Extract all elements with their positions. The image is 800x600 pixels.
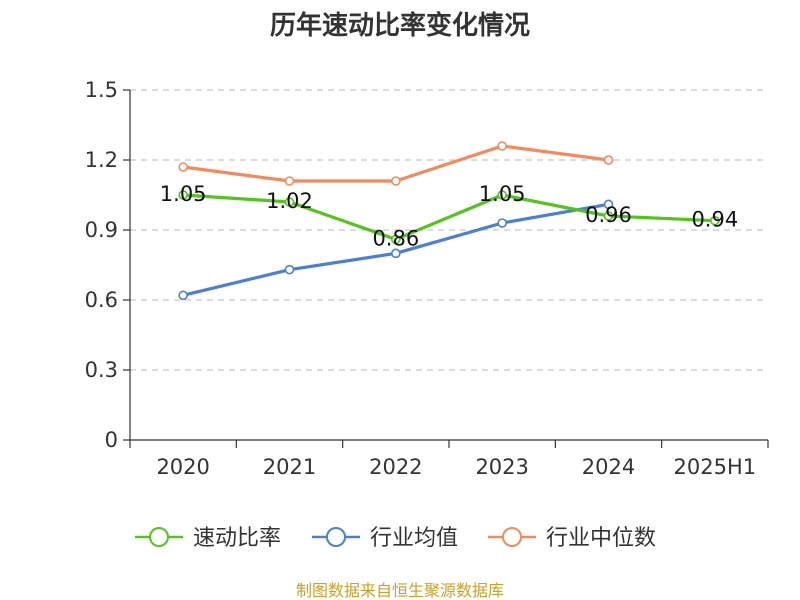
legend-label: 行业中位数 bbox=[546, 526, 656, 551]
data-point bbox=[178, 190, 188, 200]
series-points bbox=[178, 141, 720, 301]
chart-title: 历年速动比率变化情况 bbox=[270, 10, 530, 41]
data-point bbox=[178, 162, 188, 172]
series-lines bbox=[182, 144, 715, 297]
data-point bbox=[284, 264, 295, 275]
data-label: 1.05 bbox=[479, 182, 526, 206]
legend-marker bbox=[326, 527, 346, 547]
y-tick-label: 0 bbox=[105, 428, 118, 452]
y-tick-label: 1.2 bbox=[85, 148, 118, 172]
data-label: 0.86 bbox=[372, 226, 419, 250]
series-line bbox=[183, 193, 715, 241]
data-point bbox=[497, 190, 507, 200]
data-point bbox=[284, 197, 295, 207]
data-label: 0.96 bbox=[585, 203, 632, 227]
series-line bbox=[182, 144, 609, 183]
x-tick-label: 2020 bbox=[156, 455, 209, 479]
data-point bbox=[391, 234, 401, 245]
data-point bbox=[603, 199, 614, 210]
x-tick-label: 2021 bbox=[263, 455, 316, 479]
y-tick-label: 0.3 bbox=[85, 358, 118, 382]
legend-label: 速动比率 bbox=[193, 526, 281, 551]
data-label: 0.94 bbox=[691, 208, 738, 232]
legend-label: 行业均值 bbox=[370, 526, 458, 551]
gridlines bbox=[130, 89, 768, 371]
data-point bbox=[391, 176, 401, 186]
legend-marker bbox=[502, 527, 522, 547]
y-tick-label: 0.6 bbox=[85, 288, 118, 312]
data-point bbox=[603, 155, 614, 165]
x-tick-label: 2024 bbox=[582, 455, 635, 479]
legend-marker bbox=[149, 527, 169, 547]
data-label: 1.02 bbox=[266, 189, 313, 213]
x-tick-label: 2025H1 bbox=[674, 455, 757, 479]
y-tick-label: 0.9 bbox=[85, 218, 118, 242]
data-point bbox=[391, 248, 401, 259]
data-point bbox=[284, 176, 295, 186]
x-tick-label: 2022 bbox=[369, 455, 422, 479]
data-label: 1.05 bbox=[160, 182, 207, 206]
data-point bbox=[497, 218, 507, 228]
data-labels: 1.05 1.02 0.86 1.05 0.96 0.94 bbox=[160, 182, 738, 250]
data-point bbox=[497, 141, 507, 151]
data-point bbox=[710, 215, 720, 226]
y-tick-label: 1.5 bbox=[85, 78, 118, 102]
legend: 速动比率 行业均值 行业中位数 bbox=[135, 526, 656, 551]
data-point bbox=[178, 290, 188, 301]
source-note: 制图数据来自恒生聚源数据库 bbox=[296, 581, 504, 600]
data-point bbox=[603, 211, 614, 221]
axes: 0 0.3 0.6 0.9 1.2 1.5 2020 2021 2022 2023 2024 2025… bbox=[85, 78, 769, 479]
x-tick-label: 2023 bbox=[475, 455, 528, 479]
